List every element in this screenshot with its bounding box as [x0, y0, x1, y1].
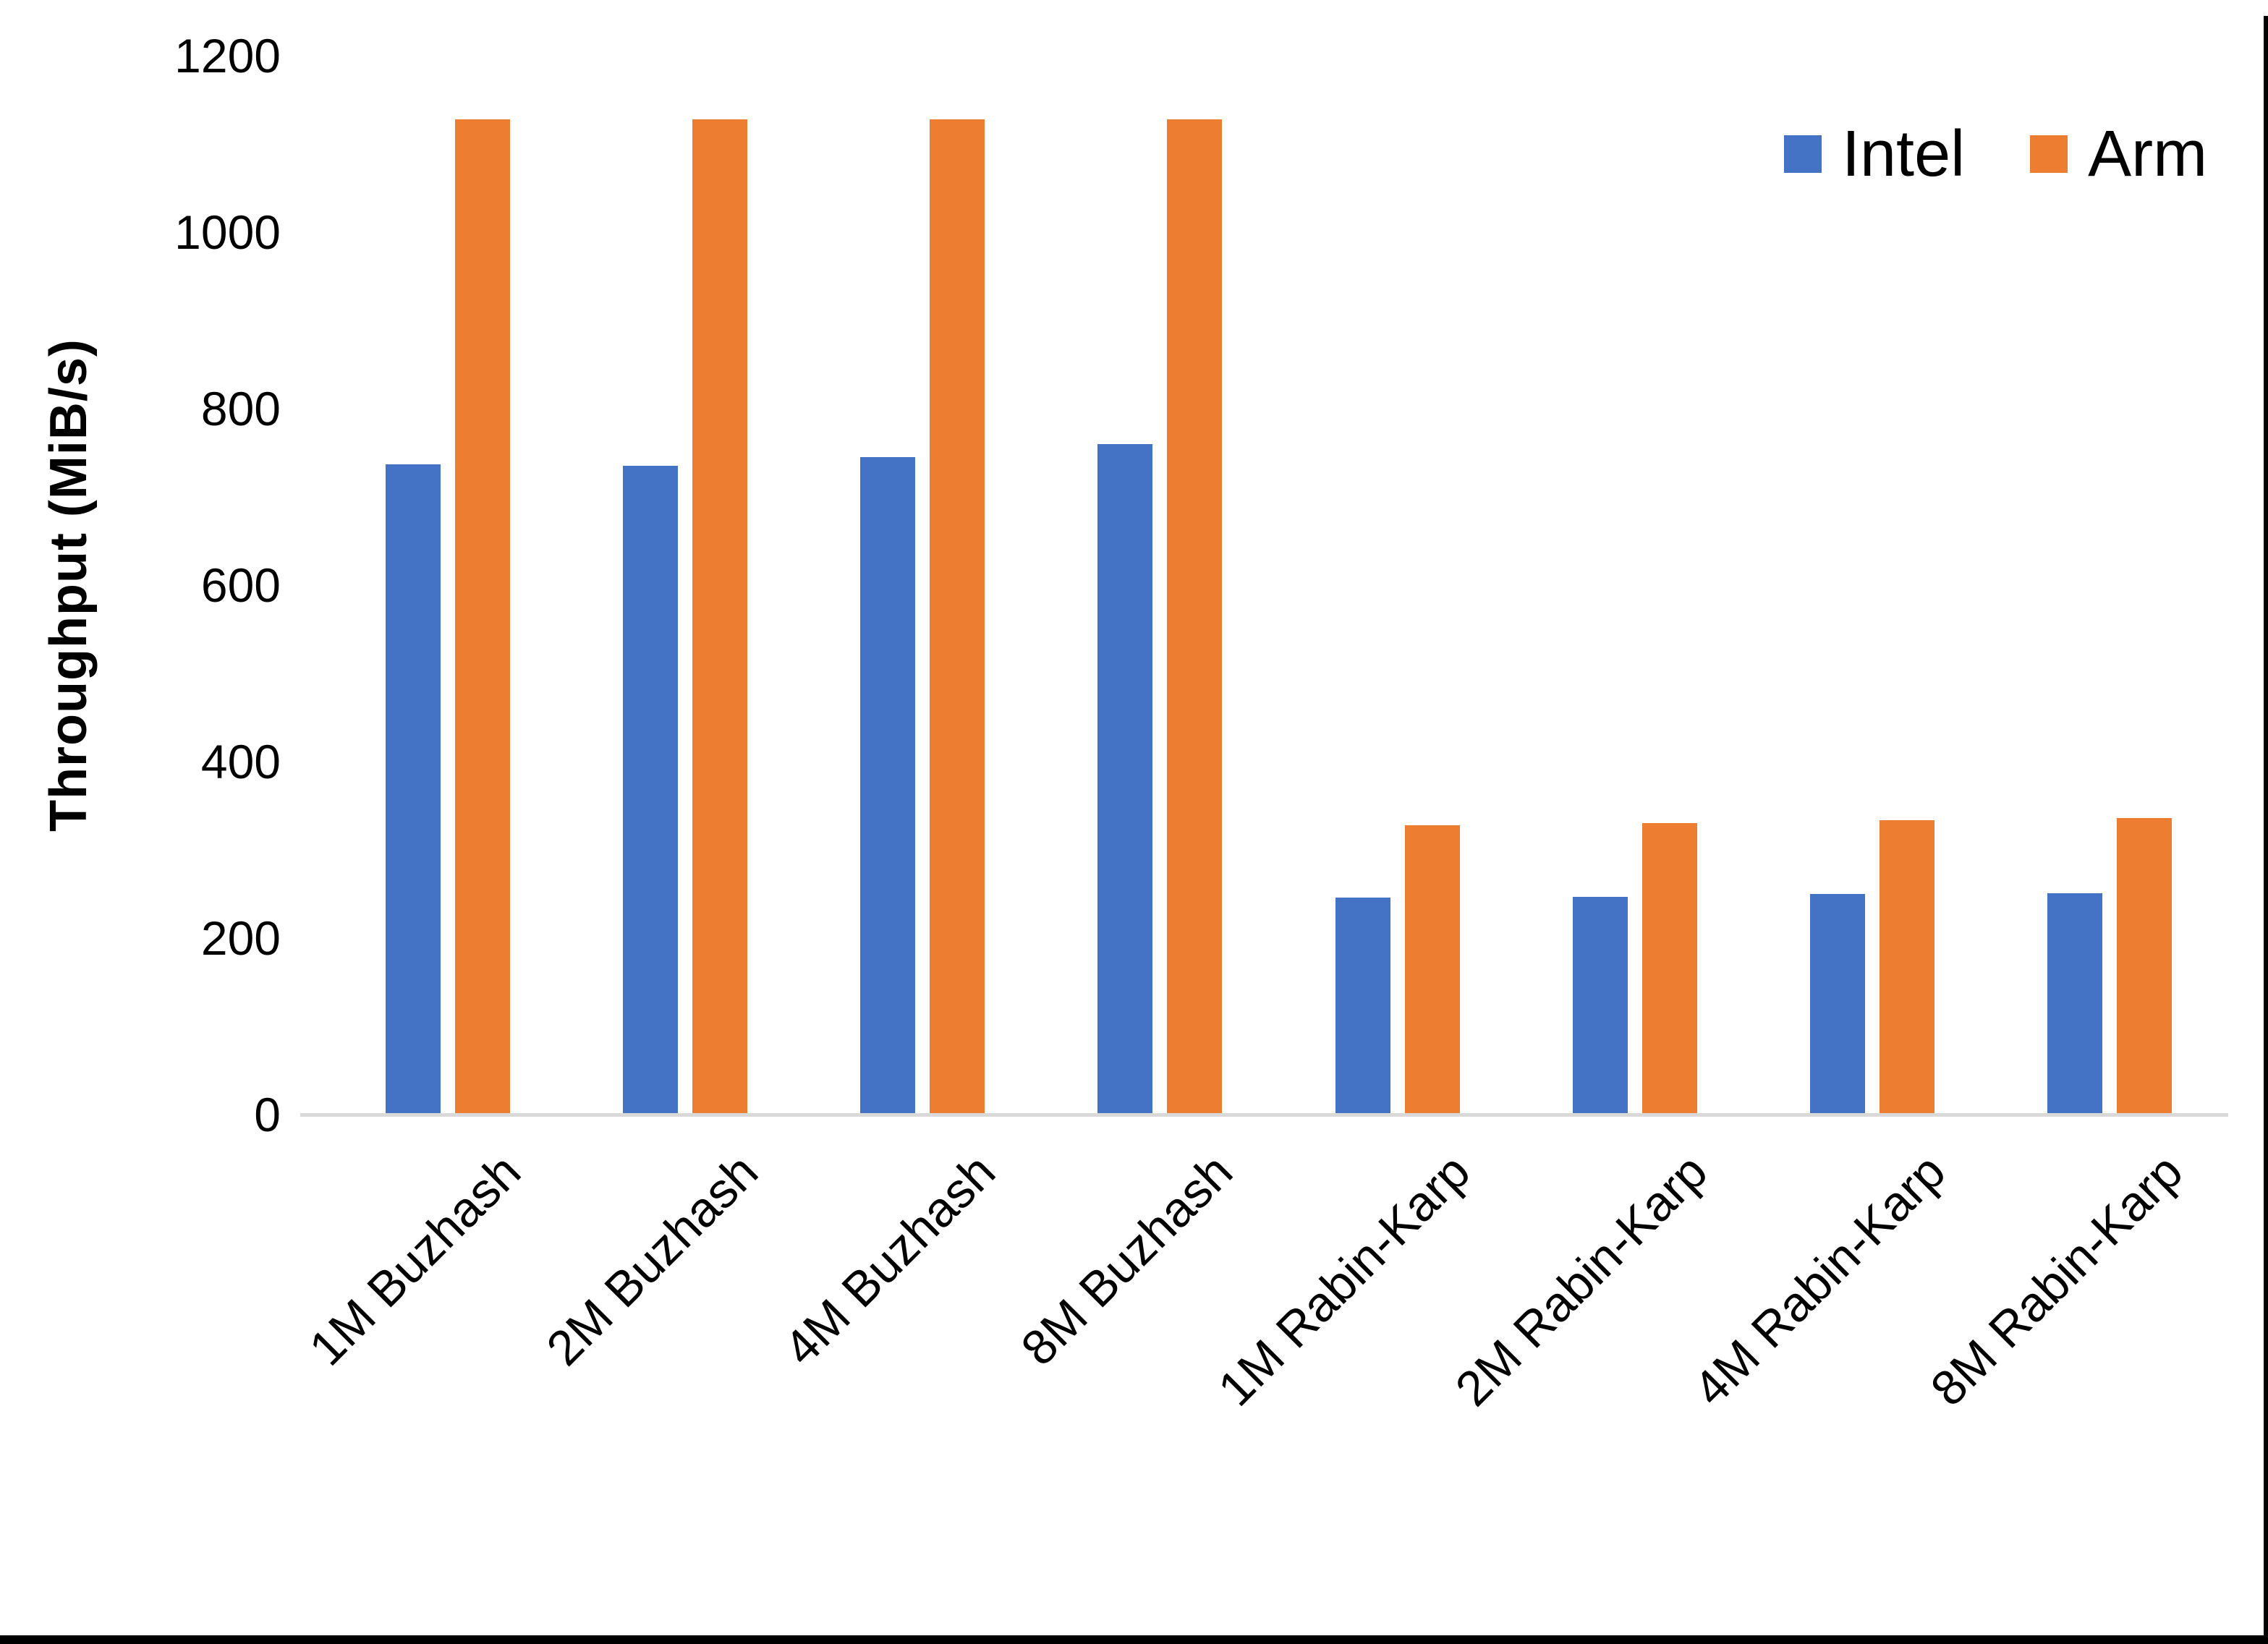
- bar-intel-4m-rabin-karp: [1809, 894, 1865, 1115]
- bar-arm-2m-rabin-karp: [1641, 823, 1697, 1115]
- bar-group-2m-buzhash: [566, 56, 804, 1115]
- x-axis-label-4m-buzhash: 4M Buzhash: [773, 1143, 1006, 1376]
- x-axis-label-1m-rabin-karp: 1M Rabin-Karp: [1207, 1143, 1481, 1417]
- x-axis-label-2m-buzhash: 2M Buzhash: [536, 1143, 769, 1376]
- bar-group-8m-buzhash: [1041, 56, 1278, 1115]
- y-tick-label-200: 200: [200, 911, 281, 965]
- bar-intel-2m-buzhash: [623, 466, 679, 1115]
- x-axis-label-4m-rabin-karp: 4M Rabin-Karp: [1682, 1143, 1955, 1417]
- legend-item-arm: Arm: [2030, 122, 2207, 187]
- bar-group-1m-rabin-karp: [1279, 56, 1516, 1115]
- bar-arm-1m-rabin-karp: [1404, 825, 1460, 1115]
- y-tick-label-800: 800: [200, 382, 281, 435]
- bottom-border: [0, 1635, 2268, 1644]
- bar-intel-8m-rabin-karp: [2047, 893, 2102, 1115]
- y-tick-label-0: 0: [254, 1088, 281, 1141]
- bar-arm-4m-buzhash: [930, 119, 985, 1115]
- bar-intel-1m-buzhash: [386, 464, 441, 1115]
- y-tick-label-1200: 1200: [174, 29, 281, 82]
- bar-intel-1m-rabin-karp: [1335, 897, 1390, 1115]
- y-tick-label-400: 400: [200, 735, 281, 788]
- x-axis-label-1m-buzhash: 1M Buzhash: [299, 1143, 532, 1376]
- x-axis-label-8m-buzhash: 8M Buzhash: [1011, 1143, 1244, 1376]
- right-border: [2264, 16, 2268, 1644]
- legend: Intel Arm: [1784, 122, 2207, 187]
- bar-intel-2m-rabin-karp: [1572, 896, 1628, 1115]
- x-axis-line: [300, 1113, 2228, 1117]
- y-axis-tick-labels: 0 200 400 600 800 1000 1200: [0, 29, 284, 1141]
- legend-swatch-intel: [1784, 135, 1822, 173]
- bar-arm-4m-rabin-karp: [1879, 819, 1934, 1115]
- bar-arm-1m-buzhash: [455, 119, 511, 1115]
- bar-group-4m-rabin-karp: [1754, 56, 1991, 1115]
- legend-label-intel: Intel: [1842, 118, 1966, 190]
- bar-arm-8m-rabin-karp: [2116, 818, 2172, 1115]
- x-axis-label-2m-rabin-karp: 2M Rabin-Karp: [1445, 1143, 1718, 1417]
- bar-arm-2m-buzhash: [692, 119, 748, 1115]
- x-axis-label-8m-rabin-karp: 8M Rabin-Karp: [1919, 1143, 2193, 1417]
- bar-intel-4m-buzhash: [860, 457, 916, 1115]
- y-tick-label-1000: 1000: [174, 205, 281, 259]
- bar-group-8m-rabin-karp: [1991, 56, 2228, 1115]
- plot-area: [329, 56, 2228, 1115]
- legend-swatch-arm: [2030, 135, 2068, 173]
- x-axis-labels: 1M Buzhash 2M Buzhash 4M Buzhash 8M Buzhash…: [299, 1143, 2228, 1519]
- bar-group-2m-rabin-karp: [1516, 56, 1754, 1115]
- legend-label-arm: Arm: [2088, 118, 2208, 190]
- y-tick-label-600: 600: [200, 558, 281, 612]
- bar-group-4m-buzhash: [804, 56, 1041, 1115]
- bar-arm-8m-buzhash: [1167, 119, 1223, 1115]
- legend-item-intel: Intel: [1784, 122, 1965, 187]
- bar-intel-8m-buzhash: [1097, 443, 1153, 1115]
- bar-group-1m-buzhash: [329, 56, 566, 1115]
